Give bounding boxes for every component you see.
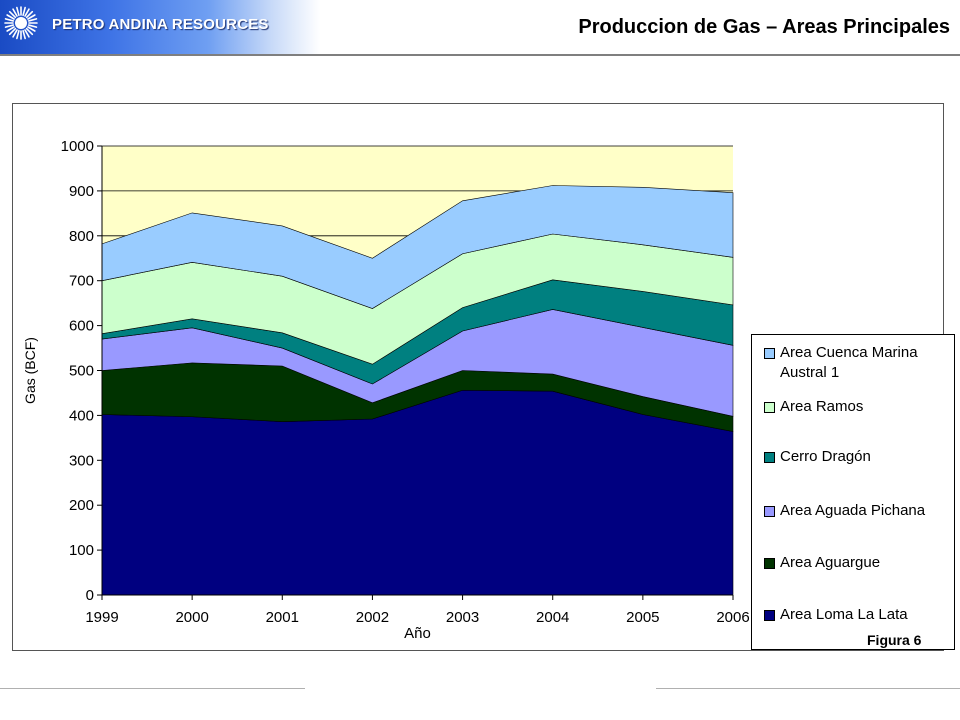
footer-divider-left (0, 688, 305, 689)
legend-swatch (764, 348, 775, 359)
sun-ray (27, 24, 38, 28)
x-axis-title: Año (404, 625, 431, 642)
legend-label: Area Aguada Pichana (780, 502, 926, 519)
x-tick-label: 1999 (85, 609, 118, 626)
y-tick-label: 800 (69, 228, 94, 245)
sun-ray (6, 14, 15, 20)
company-name: PETRO ANDINA RESOURCES (52, 16, 269, 33)
sun-ray (27, 18, 38, 22)
sun-logo-icon (4, 6, 38, 40)
y-tick-label: 500 (69, 363, 94, 380)
gas-production-chart: 0 100 200 300 400 500 600 700 800 900 1000 1999 2000… (22, 138, 750, 642)
chart-legend: Area Cuenca Marina Austral 1 Area Ramos Ce… (751, 334, 955, 650)
page-title: Produccion de Gas – Areas Principales (578, 16, 950, 38)
legend-swatch (764, 610, 775, 621)
sun-ray (12, 8, 18, 17)
logo-banner: PETRO ANDINA RESOURCES (0, 0, 320, 55)
figure-label: Figura 6 (867, 632, 922, 648)
legend-swatch (764, 452, 775, 463)
x-tick-label: 2000 (175, 609, 208, 626)
legend-swatch (764, 558, 775, 569)
y-tick-label: 600 (69, 318, 94, 335)
x-tick-label: 2005 (626, 609, 659, 626)
legend-label: Cerro Dragón (780, 448, 871, 465)
x-tick-label: 2004 (536, 609, 569, 626)
sun-ray (4, 24, 15, 28)
y-tick-label: 400 (69, 407, 94, 424)
sun-ray (12, 29, 18, 38)
sun-ray (22, 29, 26, 40)
chart-frame: 0 100 200 300 400 500 600 700 800 900 1000 1999 2000… (12, 103, 955, 651)
y-tick-label: 1000 (61, 138, 94, 155)
legend-label: Area Cuenca Marina Austral 1 (780, 344, 918, 381)
sun-ray (22, 6, 26, 17)
area-area-loma-la-lata (101, 389, 734, 596)
y-tick-label: 300 (69, 452, 94, 469)
sun-ray (25, 10, 34, 19)
sun-ray (16, 6, 20, 17)
sun-ray (24, 29, 30, 38)
sun-ray (16, 29, 20, 40)
sun-ray (4, 18, 15, 22)
y-tick-label: 900 (69, 183, 94, 200)
x-tick-label: 2002 (356, 609, 389, 626)
sun-ray (6, 26, 15, 32)
area-area-cuenca-marina-austral-1 (101, 185, 734, 309)
legend-swatch (764, 506, 775, 517)
y-tick-label: 200 (69, 497, 94, 514)
legend-swatch (764, 402, 775, 413)
y-axis-title: Gas (BCF) (22, 337, 38, 404)
header-divider (0, 54, 960, 56)
x-tick-label: 2006 (716, 609, 749, 626)
sun-ray (8, 27, 17, 36)
legend-label: Area Loma La Lata (780, 606, 908, 623)
legend-label: Area Aguargue (780, 554, 881, 571)
y-tick-label: 0 (86, 587, 94, 604)
header: PETRO ANDINA RESOURCES Produccion de Gas… (0, 0, 960, 56)
sun-ray (27, 26, 36, 32)
x-tick-label: 2001 (266, 609, 299, 626)
y-tick-label: 100 (69, 542, 94, 559)
footer-divider-right (656, 688, 960, 689)
sun-ray (25, 27, 34, 36)
y-tick-label: 700 (69, 273, 94, 290)
sun-ray (27, 14, 36, 20)
sun-ray (8, 10, 17, 19)
x-tick-label: 2003 (446, 609, 479, 626)
sun-ray (24, 8, 30, 17)
legend-label: Area Ramos (780, 398, 864, 415)
